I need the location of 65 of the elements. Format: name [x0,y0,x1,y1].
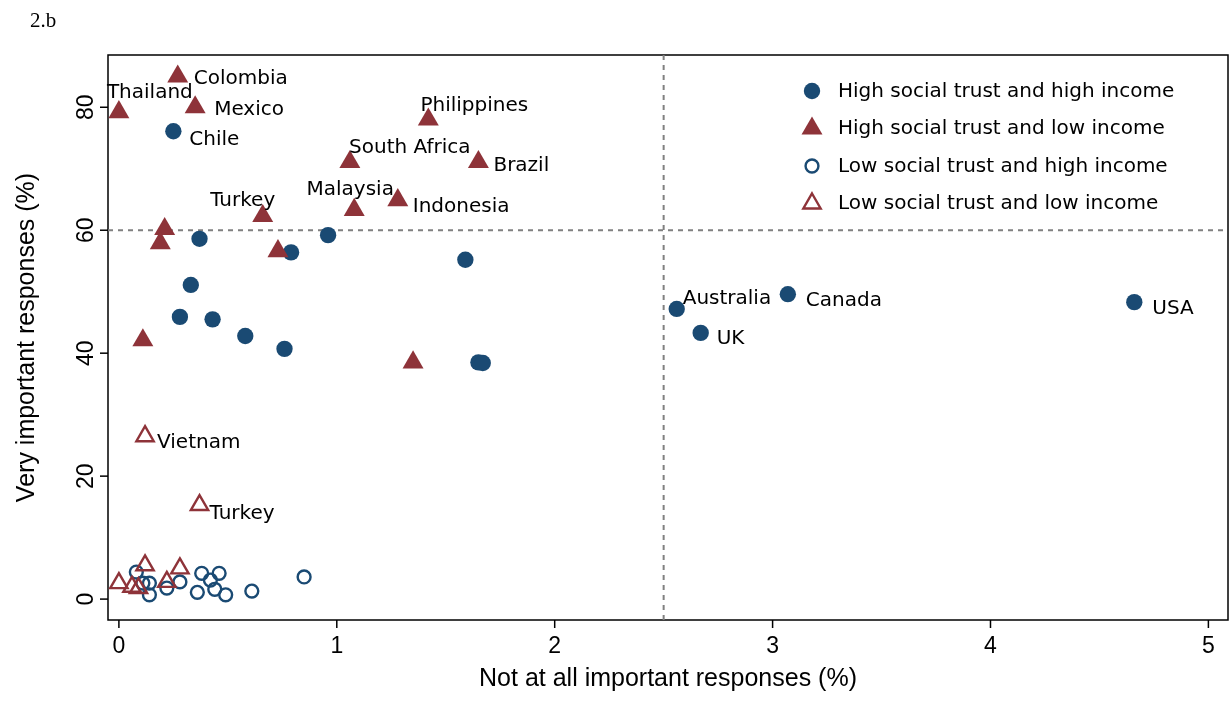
x-tick-label: 4 [984,632,998,658]
point [182,276,199,294]
point [1126,293,1143,311]
point [141,575,158,591]
y-tick-label: 20 [72,463,98,489]
annotation: Colombia [193,65,288,90]
point [276,340,293,358]
annotation: Indonesia [412,192,510,217]
point [128,564,144,580]
point [202,572,219,588]
point [267,239,289,258]
point [668,300,685,318]
annotation: UK [716,325,746,350]
annotation: USA [1152,294,1195,319]
y-tick-label: 0 [72,592,98,606]
point [692,324,709,342]
point [402,350,424,369]
point [467,149,489,169]
point [296,569,312,585]
x-tick-label: 1 [330,632,344,658]
point [237,327,254,345]
annotation: Vietnam [157,428,241,453]
point [159,580,175,596]
legend-label: High social trust and high income [838,77,1175,102]
annotation: Chile [189,125,240,150]
annotation: Brazil [493,152,550,177]
point [207,581,223,597]
y-tick-label: 60 [72,217,98,244]
point [154,216,176,236]
point [194,565,210,581]
point [211,565,227,581]
point [779,286,797,303]
annotation: South Africa [349,134,471,159]
point [172,574,188,590]
annotation: Mexico [214,95,284,120]
point [319,226,337,244]
legend-label: High social trust and low income [838,115,1165,139]
y-tick-label: 40 [72,340,98,366]
point [171,308,189,326]
x-tick-label: 2 [548,632,562,658]
legend-label: Low social trust and low income [838,190,1159,214]
x-tick-label: 0 [112,632,126,658]
point [244,583,260,599]
x-tick-label: 5 [1201,632,1215,658]
point [218,587,234,603]
chart-title: 2.b [30,8,57,32]
point [189,584,205,600]
point [457,251,474,268]
annotation: Australia [682,285,772,310]
annotation: Malaysia [306,176,394,201]
annotation: Canada [805,286,882,311]
y-axis-title: Very important responses (%) [11,172,39,503]
point [191,230,208,247]
x-tick-label: 3 [766,632,779,658]
annotation: Turkey [208,499,275,524]
legend-label: Low social trust and high income [838,152,1168,177]
y-tick-label: 80 [72,94,98,121]
annotation: Turkey [209,186,276,211]
point [167,64,189,83]
point [204,311,221,328]
annotation: Philippines [420,92,529,117]
x-axis-title: Not at all important responses (%) [479,663,857,691]
point [132,328,154,347]
point [108,100,130,119]
point [141,587,158,603]
